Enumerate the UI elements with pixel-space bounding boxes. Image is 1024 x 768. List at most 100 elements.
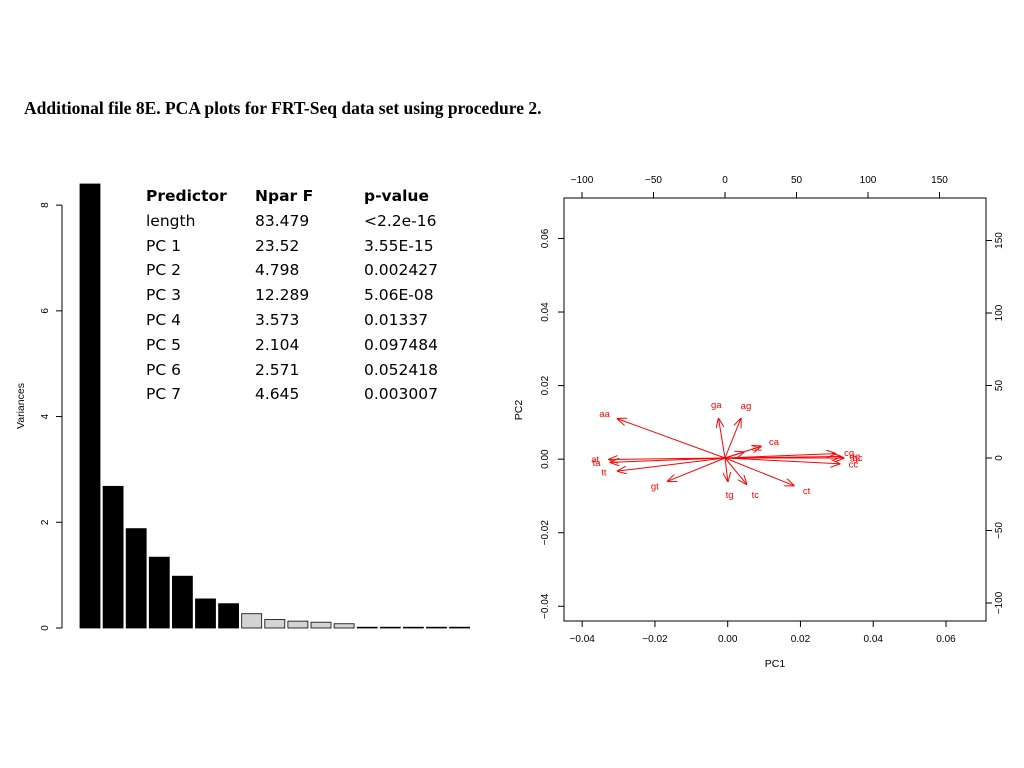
x-tick-label: 0.04	[863, 634, 883, 645]
top-tick-label: 100	[860, 175, 877, 186]
cell-predictor: PC 5	[146, 335, 181, 354]
table-row: PC 4 3.573 0.01337	[142, 308, 454, 333]
figure-caption: Additional file 8E. PCA plots for FRT-Se…	[24, 98, 542, 118]
y-tick-label: −0.02	[540, 520, 551, 546]
loading-arrow	[724, 457, 794, 486]
x-tick-label: −0.04	[570, 634, 596, 645]
loading-label: ta	[593, 458, 602, 469]
cell-npar-f: 4.645	[255, 385, 300, 404]
cell-p-value: 0.003007	[364, 385, 438, 404]
loading-label: ag	[741, 401, 752, 412]
variance-bar	[449, 626, 471, 629]
cell-p-value: 0.097484	[364, 335, 438, 354]
variance-bar	[264, 619, 286, 629]
loading-arrow	[611, 457, 726, 462]
variance-bar	[218, 603, 240, 629]
cell-npar-f: 3.573	[255, 310, 300, 329]
y-tick-label: 0.04	[540, 302, 551, 322]
cell-p-value: 0.01337	[364, 310, 429, 329]
x-axis-label: PC1	[765, 658, 786, 670]
loading-arrow	[719, 419, 726, 459]
x-tick-label: 0.00	[718, 634, 738, 645]
variance-bar	[171, 575, 193, 629]
loading-label: gt	[651, 481, 659, 492]
pca-biplot: −0.04 −0.02 0.00 0.02 0.04 0.06 PC1 −0.04 −0.02 0…	[513, 175, 1005, 670]
loading-label: tt	[601, 468, 607, 479]
loading-arrow	[724, 457, 839, 464]
top-tick-label: 0	[722, 175, 728, 186]
loading-arrow	[724, 457, 746, 484]
cell-predictor: PC 1	[146, 236, 181, 255]
loading-label: tc	[752, 490, 760, 501]
y-axis-label: PC2	[513, 400, 525, 421]
loading-label: at	[591, 455, 599, 466]
loading-arrow	[668, 457, 726, 481]
variance-bar	[402, 626, 424, 629]
x-tick-label: −0.02	[642, 634, 668, 645]
cell-npar-f: 4.798	[255, 261, 300, 280]
variance-bar	[426, 626, 447, 629]
loading-label: ct	[803, 486, 811, 497]
table-row: PC 7 4.645 0.003007	[142, 382, 454, 407]
top-tick-label: 150	[931, 175, 948, 186]
variance-bar	[356, 626, 378, 629]
table-row: PC 5 2.104 0.097484	[142, 333, 454, 358]
loading-label: ac	[752, 443, 762, 454]
y-axis-label: Variances	[15, 383, 27, 429]
top-tick-label: 50	[791, 175, 803, 186]
y-tick-label: 0	[40, 625, 51, 631]
y-tick-label: −0.04	[540, 593, 551, 619]
variance-bar	[241, 613, 263, 629]
y-tick-label: 4	[40, 413, 51, 419]
right-tick-label: −100	[994, 591, 1005, 614]
table-row: length 83.479 <2.2e-16	[142, 209, 454, 234]
loading-label: gg	[850, 451, 861, 462]
loading-arrow	[618, 457, 726, 471]
loading-arrow	[724, 419, 741, 459]
variance-bar	[310, 621, 332, 629]
cell-predictor: PC 4	[146, 310, 181, 329]
scree-plot: 0 2 4 6 8 Variances	[15, 183, 471, 631]
loading-arrow	[724, 452, 744, 458]
right-tick-label: 150	[994, 232, 1005, 249]
cell-p-value: <2.2e-16	[364, 211, 437, 230]
right-tick-label: −50	[994, 522, 1005, 539]
header-npar-f: Npar F	[255, 187, 314, 205]
variance-bar	[195, 598, 216, 629]
cell-npar-f: 2.571	[255, 360, 300, 379]
x-tick-label: 0.02	[791, 634, 811, 645]
variance-bar	[333, 623, 355, 629]
variance-bar	[102, 485, 124, 629]
cell-p-value: 0.052418	[364, 360, 438, 379]
table-header-row: Predictor Npar F p-value	[142, 184, 454, 209]
cell-npar-f: 83.479	[255, 211, 310, 230]
cell-p-value: 0.002427	[364, 261, 438, 280]
right-tick-label: 100	[994, 304, 1005, 321]
loading-arrow	[725, 457, 728, 481]
cell-npar-f: 2.104	[255, 335, 300, 354]
table-row: PC 6 2.571 0.052418	[142, 358, 454, 383]
variance-bar	[379, 626, 401, 629]
loading-label: tg	[726, 490, 734, 501]
variance-bar	[287, 620, 309, 629]
variance-bar	[148, 556, 170, 629]
y-tick-label: 8	[40, 202, 51, 208]
kruskal-table: Predictor Npar F p-value length 83.479 <…	[142, 184, 454, 407]
table-row: PC 2 4.798 0.002427	[142, 258, 454, 283]
cell-predictor: PC 6	[146, 360, 181, 379]
top-tick-label: −50	[645, 175, 662, 186]
y-tick-label: 0.02	[540, 375, 551, 395]
top-tick-label: −100	[571, 175, 594, 186]
loading-arrow	[618, 419, 726, 459]
cell-npar-f: 23.52	[255, 236, 300, 255]
cell-predictor: PC 2	[146, 261, 181, 280]
loading-label: aa	[599, 409, 610, 420]
y-tick-label: 6	[40, 308, 51, 314]
table-row: PC 3 12.289 5.06E-08	[142, 283, 454, 308]
cell-p-value: 3.55E-15	[364, 236, 434, 255]
loading-label: ca	[769, 437, 780, 448]
cell-predictor: length	[146, 211, 196, 230]
right-tick-label: 0	[994, 455, 1005, 461]
y-tick-label: 0.06	[540, 228, 551, 248]
cell-npar-f: 12.289	[255, 286, 310, 305]
